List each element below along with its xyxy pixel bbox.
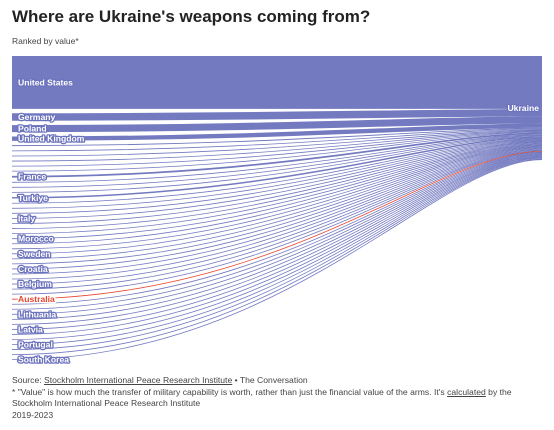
flow-unlabeled-38[interactable]: [11, 153, 543, 320]
source-label-latvia-halo: Latvia: [18, 324, 43, 334]
flow-morocco[interactable]: [11, 142, 543, 240]
source-label-croatia: Croatia: [18, 264, 48, 274]
flow-unlabeled-17[interactable]: [11, 139, 543, 214]
source-label-turkiye-halo: Turkiye: [18, 193, 48, 203]
flow-south-korea[interactable]: [11, 159, 543, 361]
source-label-france: France: [18, 172, 46, 182]
source-link[interactable]: Stockholm International Peace Research I…: [44, 375, 233, 385]
source-label-turkiye: Turkiye: [18, 193, 48, 203]
source-label-south-korea-halo: South Korea: [18, 355, 69, 365]
source-label-croatia-halo: Croatia: [18, 264, 48, 274]
flow-unlabeled-27[interactable]: [11, 146, 543, 265]
source-line: Source: Stockholm International Peace Re…: [12, 375, 547, 387]
flow-unlabeled-15[interactable]: [11, 137, 543, 204]
flow-turkiye[interactable]: [11, 136, 543, 199]
flow-lithuania[interactable]: [11, 153, 543, 315]
flow-united-kingdom[interactable]: [11, 123, 543, 141]
target-label-ukraine: Ukraine: [507, 103, 539, 113]
source-label-lithuania: Lithuania: [18, 309, 56, 319]
flow-unlabeled-13[interactable]: [11, 135, 543, 193]
source-label-sweden: Sweden: [18, 249, 50, 259]
source-label-portugal-halo: Portugal: [18, 340, 53, 350]
note-suffix: by the Stockholm International Peace Res…: [12, 386, 512, 409]
flow-unlabeled-32[interactable]: [11, 149, 543, 290]
chart-subtitle: Ranked by value*: [12, 36, 79, 46]
flow-unlabeled-23[interactable]: [11, 143, 543, 245]
flow-australia[interactable]: [11, 150, 543, 300]
flow-unlabeled-11[interactable]: [11, 134, 543, 183]
flow-italy[interactable]: [11, 139, 543, 219]
flow-unlabeled-45[interactable]: [11, 158, 543, 356]
source-label-united-states: United States: [18, 77, 73, 87]
flow-croatia[interactable]: [11, 146, 543, 270]
flow-unlabeled-4[interactable]: [11, 127, 543, 147]
flow-unlabeled-12[interactable]: [11, 134, 543, 188]
source-label-belgium: Belgium: [18, 279, 52, 289]
source-label-lithuania-halo: Lithuania: [18, 309, 56, 319]
flow-unlabeled-39[interactable]: [11, 154, 543, 325]
flow-unlabeled-36[interactable]: [11, 152, 543, 310]
source-label-portugal: Portugal: [18, 340, 53, 350]
flow-unlabeled-19[interactable]: [11, 140, 543, 224]
source-label-france-halo: France: [18, 172, 46, 182]
flow-unlabeled-33[interactable]: [11, 150, 543, 295]
flow-group: [11, 55, 543, 361]
source-label-germany-halo: Germany: [18, 112, 55, 122]
flow-unlabeled-9[interactable]: [11, 131, 543, 172]
source-label-italy-halo: Italy: [18, 213, 35, 223]
source-prefix: Source:: [12, 375, 45, 385]
flow-unlabeled-20[interactable]: [11, 141, 543, 229]
flow-unlabeled-5[interactable]: [11, 128, 543, 152]
flow-poland[interactable]: [11, 116, 543, 133]
flow-unlabeled-29[interactable]: [11, 147, 543, 275]
flow-sweden[interactable]: [11, 144, 543, 255]
flow-latvia[interactable]: [11, 155, 543, 330]
flow-unlabeled-21[interactable]: [11, 141, 543, 235]
flow-france[interactable]: [11, 132, 543, 178]
source-label-morocco: Morocco: [18, 234, 54, 244]
years-note: 2019-2023: [12, 409, 54, 420]
target-label-ukraine-halo: Ukraine: [507, 103, 539, 113]
source-label-belgium-halo: Belgium: [18, 279, 52, 289]
source-label-poland: Poland: [18, 124, 47, 134]
flow-unlabeled-42[interactable]: [11, 156, 543, 340]
flow-unlabeled-30[interactable]: [11, 148, 543, 280]
flow-unlabeled-16[interactable]: [11, 138, 543, 209]
flow-unlabeled-41[interactable]: [11, 155, 543, 335]
source-label-united-kingdom: United Kingdom: [18, 134, 85, 144]
source-label-united-kingdom-halo: United Kingdom: [18, 134, 85, 144]
source-label-australia: Australia: [18, 294, 55, 304]
note-prefix: * "Value" is how much the transfer of mi…: [12, 386, 448, 397]
source-label-italy: Italy: [18, 213, 35, 223]
flow-belgium[interactable]: [11, 148, 543, 285]
flow-portugal[interactable]: [11, 157, 543, 345]
flow-unlabeled-6[interactable]: [11, 129, 543, 157]
source-suffix: • The Conversation: [232, 375, 308, 385]
calculated-link[interactable]: calculated: [447, 386, 486, 397]
flow-unlabeled-7[interactable]: [11, 130, 543, 162]
flow-unlabeled-35[interactable]: [11, 151, 543, 305]
source-label-morocco-halo: Morocco: [18, 234, 54, 244]
source-label-united-states-halo: United States: [18, 77, 73, 87]
source-label-sweden-halo: Sweden: [18, 249, 50, 259]
footnote: * "Value" is how much the transfer of mi…: [12, 387, 547, 410]
source-label-south-korea: South Korea: [18, 355, 69, 365]
flow-unlabeled-44[interactable]: [11, 157, 543, 350]
source-label-poland-halo: Poland: [18, 124, 47, 134]
chart-title: Where are Ukraine's weapons coming from?: [12, 7, 371, 26]
flow-unlabeled-24[interactable]: [11, 144, 543, 250]
source-label-australia-halo: Australia: [18, 294, 55, 304]
flow-unlabeled-8[interactable]: [11, 130, 543, 167]
chart-footer: Source: Stockholm International Peace Re…: [12, 375, 547, 421]
source-label-germany: Germany: [18, 112, 55, 122]
flow-germany[interactable]: [11, 108, 543, 121]
flow-unlabeled-26[interactable]: [11, 145, 543, 260]
source-label-latvia: Latvia: [18, 324, 43, 334]
